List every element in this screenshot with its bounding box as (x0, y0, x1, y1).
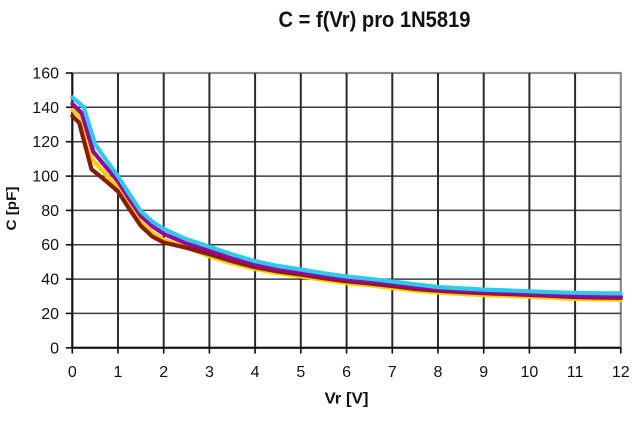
svg-text:4: 4 (251, 364, 260, 381)
svg-text:C [pF]: C [pF] (4, 187, 19, 231)
svg-text:40: 40 (41, 272, 59, 289)
svg-text:60: 60 (41, 237, 59, 254)
svg-text:Vr [V]: Vr [V] (325, 391, 369, 408)
svg-text:80: 80 (41, 203, 59, 220)
svg-text:8: 8 (434, 364, 443, 381)
svg-text:100: 100 (32, 169, 59, 186)
svg-text:7: 7 (388, 364, 397, 381)
svg-text:12: 12 (612, 364, 630, 381)
svg-text:120: 120 (32, 134, 59, 151)
svg-text:0: 0 (50, 340, 59, 357)
svg-text:140: 140 (32, 100, 59, 117)
svg-text:20: 20 (41, 306, 59, 323)
svg-text:C = f(Vr) pro 1N5819: C = f(Vr) pro 1N5819 (279, 7, 471, 32)
svg-text:1: 1 (114, 364, 123, 381)
svg-text:6: 6 (342, 364, 351, 381)
svg-text:0: 0 (68, 364, 77, 381)
svg-text:160: 160 (32, 66, 59, 83)
svg-text:2: 2 (159, 364, 168, 381)
svg-text:5: 5 (296, 364, 305, 381)
svg-text:9: 9 (479, 364, 488, 381)
svg-text:10: 10 (521, 364, 539, 381)
svg-text:11: 11 (567, 364, 584, 381)
svg-text:3: 3 (205, 364, 214, 381)
